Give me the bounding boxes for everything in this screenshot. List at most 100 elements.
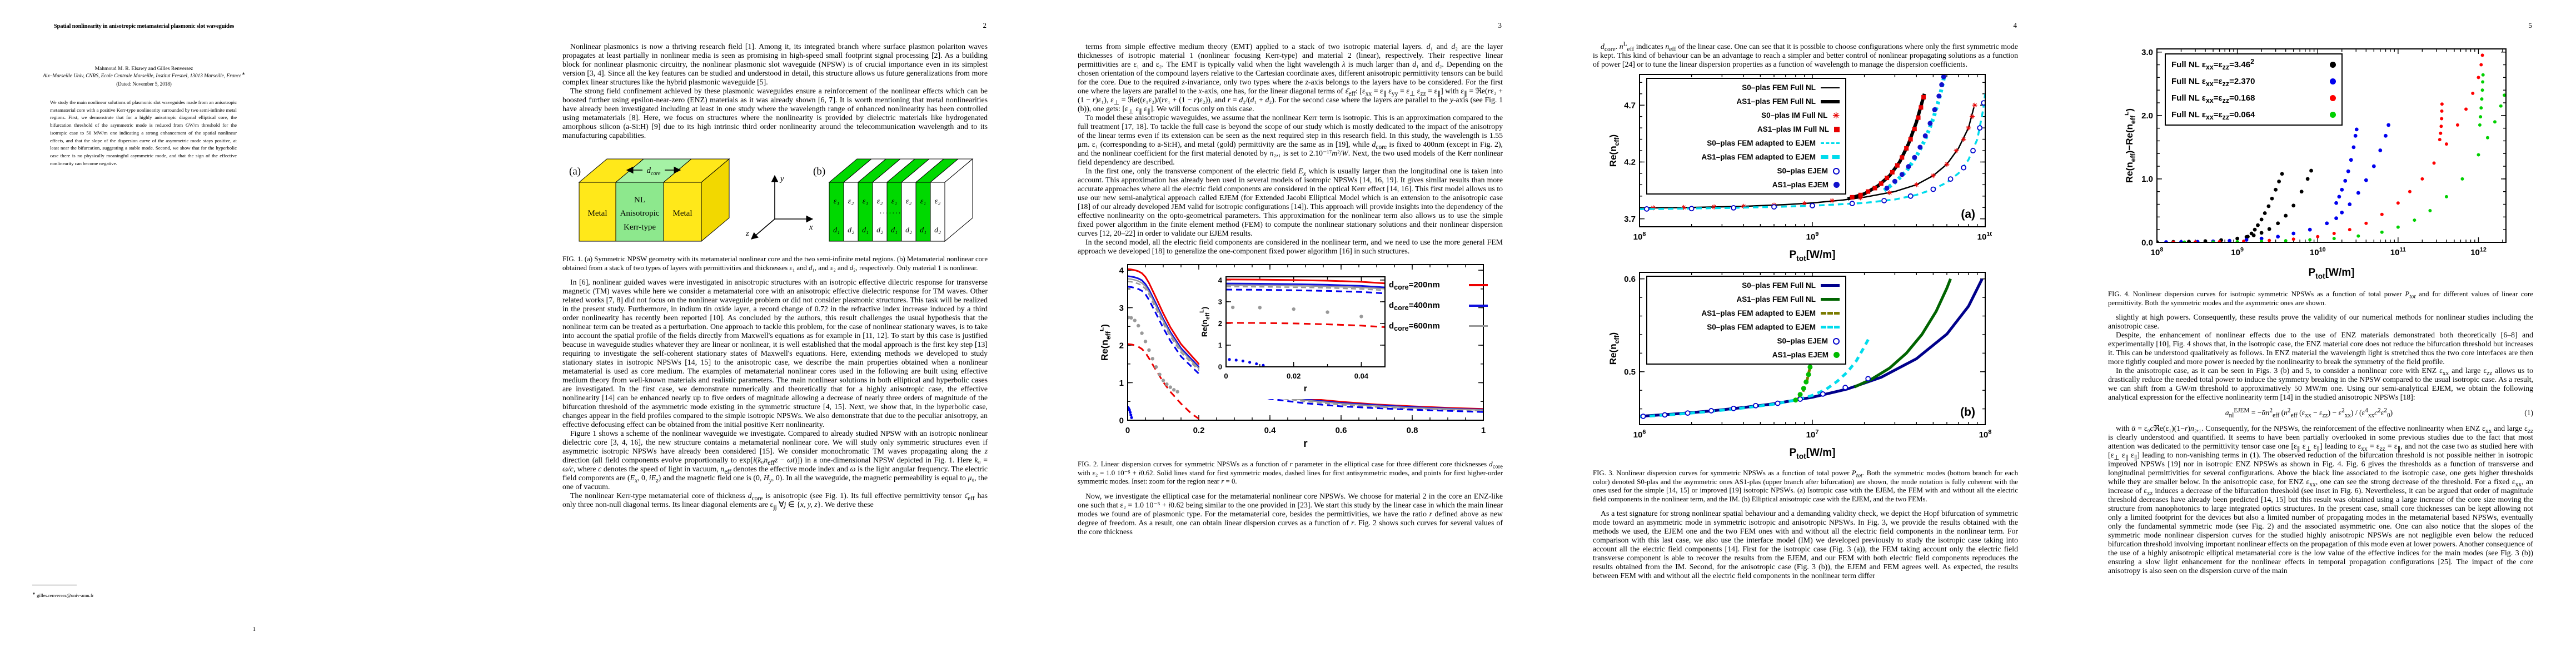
- legend-swatch: [2330, 61, 2336, 68]
- svg-text:Re(neff): Re(neff): [1608, 135, 1621, 167]
- legend-swatch: [1469, 283, 1488, 286]
- x-axis-label: x: [809, 223, 813, 232]
- svg-text:r: r: [1303, 438, 1308, 450]
- legend-row: S0–plas IM Full NL ✳: [1653, 108, 1840, 122]
- chart-series: [2157, 53, 2506, 242]
- chart-svg: 0 0.2 0.4 0.6 0.8 1 0 1 2 3 4 r Re(neffL): [1097, 264, 1486, 450]
- layer-front-2: [843, 182, 859, 242]
- eps-label: ε₁: [920, 197, 926, 206]
- figure-3a-legend: S0–plas FEM Full NL AS1–plas FEM Full NL S…: [1646, 78, 1846, 195]
- layer-front-4: [872, 182, 888, 242]
- svg-text:108: 108: [1633, 231, 1646, 242]
- paragraph: slightly at high powers. Consequently, t…: [2108, 313, 2533, 330]
- panel-b-label: (b): [813, 166, 825, 177]
- legend-row: dcore=400nm: [1389, 295, 1488, 316]
- legend-swatch: [2330, 94, 2336, 101]
- svg-text:0: 0: [1119, 416, 1124, 425]
- figure-4-plot: 108 109 1010 1011 1012 0.0 1.0 2.0 3.0 Ptot[W/m] R…: [2108, 44, 2533, 286]
- svg-text:0.0: 0.0: [2141, 238, 2153, 247]
- core-front: [615, 182, 664, 242]
- legend-row: Full NL εxx=εzz=0.168: [2171, 89, 2336, 106]
- dcore-label: dcore: [647, 166, 661, 177]
- paragraph: with ᾱ = ε₀cℜe(ε₁)(1−r)n₂,₁. Consequentl…: [2108, 424, 2534, 575]
- svg-text:0.2: 0.2: [1193, 426, 1205, 435]
- eps-label: ε₁: [863, 197, 868, 206]
- svg-text:Ptot[W/m]: Ptot[W/m]: [1790, 447, 1836, 460]
- svg-text:Re(neff)−Re(neffL): Re(neff)−Re(neffL): [2125, 108, 2137, 183]
- legend-label: Full NL εxx=εzz=2.370: [2171, 76, 2255, 88]
- legend-label: AS1–plas IM Full NL: [1757, 125, 1829, 133]
- paragraph: In the second model, all the electric fi…: [1078, 238, 1503, 255]
- svg-text:0.8: 0.8: [1407, 426, 1418, 435]
- figure-2-legend: dcore=200nm dcore=400nm dcore=600nm: [1389, 275, 1488, 336]
- legend-label: S0–plas FEM adapted to EJEM: [1707, 139, 1816, 147]
- svg-text:4: 4: [1218, 276, 1223, 284]
- svg-text:1: 1: [1218, 341, 1222, 350]
- figure-1-waveguide-diagram: dcore (a) Metal NL Anisotropic Kerr-type…: [562, 148, 988, 251]
- svg-text:0.6: 0.6: [1336, 426, 1347, 435]
- core-label-3: Kerr-type: [624, 223, 656, 232]
- svg-text:1: 1: [1481, 426, 1486, 435]
- svg-text:2: 2: [1119, 341, 1124, 350]
- paper-title: Spatial nonlinearity in anisotropic meta…: [53, 23, 235, 29]
- page-4: 4 dcore. nLeff indicates neff of the lin…: [1546, 0, 2061, 667]
- metal-left-label: Metal: [588, 209, 607, 218]
- page-number-5: 5: [2528, 21, 2533, 29]
- svg-text:109: 109: [1806, 231, 1819, 242]
- legend-swatch: [2330, 78, 2336, 84]
- svg-text:1011: 1011: [2390, 246, 2406, 257]
- legend-row: dcore=200nm: [1389, 275, 1488, 295]
- paragraph: dcore. nLeff indicates neff of the linea…: [1593, 41, 2019, 68]
- d-label: d₁: [891, 226, 898, 235]
- svg-text:Re(neffL): Re(neffL): [1199, 307, 1211, 337]
- legend-swatch: [1469, 304, 1488, 307]
- legend-swatch: [1821, 155, 1840, 159]
- layer-front-6: [901, 182, 916, 242]
- paragraph: In the anisotropic case, as it can be se…: [2108, 366, 2534, 401]
- svg-text:1010: 1010: [1977, 231, 1992, 242]
- paragraph: Despite, the enhancement of nonlinear ef…: [2108, 331, 2533, 366]
- legend-row: S0–plas FEM adapted to EJEM: [1653, 136, 1840, 150]
- figure-3a-plot: 108 109 1010 3.7 4.2 4.7 Ptot[W/m] Re(neff) (a) …: [1593, 71, 2018, 267]
- legend-label: S0–plas EJEM: [1777, 167, 1828, 175]
- legend-label: Full NL εxx=εzz=0.064: [2171, 109, 2255, 121]
- legend-row: S0–plas EJEM: [1653, 334, 1840, 348]
- ellipsis-dots: ·······: [879, 210, 901, 218]
- svg-text:2: 2: [1218, 319, 1222, 327]
- eps-label: ε₂: [935, 197, 941, 206]
- svg-text:0: 0: [1218, 363, 1222, 371]
- legend-swatch: ✳: [1832, 111, 1840, 121]
- legend-row: AS1–plas EJEM: [1653, 178, 1840, 192]
- legend-swatch: [1834, 126, 1840, 132]
- metal-right-label: Metal: [673, 209, 692, 218]
- eps-label: ε₂: [848, 197, 854, 206]
- legend-label: S0–plas FEM adapted to EJEM: [1707, 323, 1816, 331]
- figure-4-chart: 108 109 1010 1011 1012 0.0 1.0 2.0 3.0 Ptot[W/m] R…: [2122, 44, 2514, 286]
- svg-text:1: 1: [1119, 379, 1124, 388]
- paragraph: As a test signature for strong nonlinear…: [1593, 509, 2018, 580]
- paragraph: Nonlinear plasmonics is now a thriving r…: [562, 42, 988, 86]
- legend-row: Full NL εxx=εzz=3.462: [2171, 56, 2336, 73]
- svg-text:106: 106: [1633, 429, 1646, 440]
- equation-1-row: anlEJEM = −ᾱn2eff (n2eff (εxx − εzz) − ε…: [2108, 407, 2533, 419]
- svg-text:1.0: 1.0: [2141, 175, 2153, 184]
- d-label: d₂: [848, 226, 854, 235]
- svg-text:r: r: [1304, 384, 1307, 394]
- eps-label: ε₂: [877, 197, 883, 206]
- svg-text:0.6: 0.6: [1624, 275, 1636, 284]
- layer-front-3: [858, 182, 873, 242]
- paragraph: terms from simple effective medium theor…: [1078, 42, 1503, 115]
- equation-1-number: (1): [2524, 409, 2533, 417]
- core-label-2: Anisotropic: [620, 209, 660, 218]
- svg-text:3: 3: [1119, 303, 1124, 313]
- paragraph: In the first one, only the transverse co…: [1078, 167, 1503, 237]
- paragraph: The nonlinear Kerr-type metamaterial cor…: [562, 491, 988, 511]
- page-number-4: 4: [2013, 21, 2017, 29]
- figure-4-caption: FIG. 4. Nonlinear dispersion curves for …: [2108, 290, 2533, 307]
- svg-text:0.4: 0.4: [1264, 426, 1277, 435]
- legend-swatch: [1821, 87, 1840, 88]
- legend-label: dcore=200nm: [1389, 280, 1440, 291]
- figure-3b-chart: 106 107 108 0.5 0.6 Ptot[W/m] Re(neff) (b): [1608, 269, 1992, 466]
- legend-swatch: [1821, 312, 1840, 315]
- svg-text:0.02: 0.02: [1287, 372, 1301, 380]
